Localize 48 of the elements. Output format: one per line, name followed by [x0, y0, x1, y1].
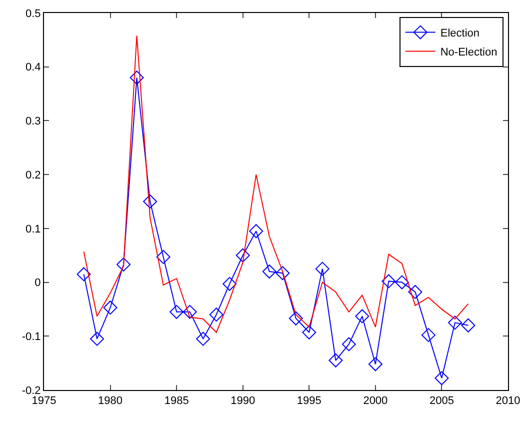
point	[76, 267, 91, 282]
x-tick-label: 2010	[496, 395, 520, 408]
x-tick-label: 1980	[98, 395, 123, 408]
point	[262, 264, 276, 279]
point	[156, 250, 170, 264]
point	[182, 304, 197, 319]
y-tick-label: 0	[34, 277, 41, 290]
x-tick-label: 1985	[164, 395, 189, 408]
point	[222, 276, 237, 291]
y-tick-label: 0.1	[26, 223, 41, 236]
point	[196, 332, 210, 346]
point	[302, 325, 316, 340]
y-tick-label: -0.1	[22, 330, 41, 343]
point	[315, 262, 330, 276]
point	[382, 274, 396, 288]
legend-label: Election	[440, 28, 480, 40]
point	[448, 316, 462, 330]
point	[434, 371, 449, 386]
point	[170, 304, 184, 319]
x-tick-label: 1990	[230, 395, 256, 408]
x-tick-label: 1995	[296, 395, 322, 408]
x-tick-label: 2000	[363, 395, 388, 408]
point	[130, 70, 144, 85]
point	[249, 224, 264, 238]
point	[328, 353, 343, 368]
point	[116, 258, 131, 272]
point	[421, 328, 436, 342]
point	[355, 309, 370, 324]
point	[461, 318, 476, 332]
point	[209, 308, 224, 322]
point	[236, 248, 250, 262]
y-tick-label: 0.2	[26, 169, 41, 182]
point	[368, 357, 382, 372]
point	[90, 332, 104, 346]
x-tick-label: 2005	[429, 395, 454, 408]
y-tick-label: 0.3	[26, 116, 41, 128]
point	[103, 300, 118, 315]
y-tick-label: 0.5	[26, 8, 41, 20]
legend-label: No-Election	[440, 46, 498, 59]
point	[288, 311, 303, 326]
y-tick-label: 0.4	[26, 62, 41, 74]
y-tick-label: -0.2	[22, 384, 41, 397]
point	[394, 275, 409, 290]
point	[408, 284, 422, 299]
point	[143, 194, 158, 208]
point	[276, 266, 290, 280]
x-tick-label: 1975	[32, 395, 56, 408]
point	[342, 337, 356, 352]
